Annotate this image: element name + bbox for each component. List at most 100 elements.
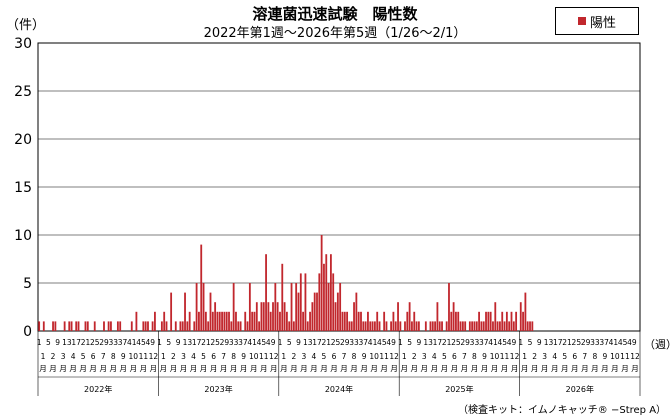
bar — [184, 292, 186, 331]
bar — [186, 321, 189, 331]
month-label: 3 — [301, 352, 306, 361]
bar — [52, 321, 54, 331]
month-suffix-label: 月 — [300, 364, 308, 373]
week-tick-label: 1 — [398, 338, 403, 347]
month-label: 6 — [91, 352, 96, 361]
month-label: 9 — [121, 352, 126, 361]
month-label: 1 — [281, 352, 286, 361]
month-label: 11 — [139, 352, 149, 361]
bar — [350, 321, 353, 331]
week-tick-label: 37 — [238, 338, 248, 347]
month-suffix-label: 月 — [541, 364, 549, 373]
bar — [501, 311, 504, 331]
month-suffix-label: 月 — [531, 364, 539, 373]
week-tick-label: 29 — [340, 338, 350, 347]
week-tick-label: 49 — [507, 338, 517, 347]
bar — [464, 321, 467, 331]
week-tick-label: 21 — [81, 338, 91, 347]
bar — [211, 311, 214, 331]
bar — [255, 302, 258, 331]
week-tick-label: 13 — [544, 338, 554, 347]
week-tick-label: 17 — [312, 338, 322, 347]
week-tick-label: 29 — [220, 338, 230, 347]
week-tick-label: 9 — [416, 338, 421, 347]
bar — [510, 311, 513, 331]
bar — [207, 321, 210, 331]
month-suffix-label: 月 — [340, 364, 348, 373]
month-label: 8 — [111, 352, 116, 361]
bar — [267, 302, 270, 331]
week-tick-label: 33 — [470, 338, 480, 347]
bar — [413, 311, 416, 331]
week-tick-label: 9 — [176, 338, 181, 347]
bar — [452, 302, 455, 331]
month-suffix-label: 月 — [350, 364, 358, 373]
bar — [251, 311, 254, 331]
bar — [239, 321, 242, 331]
week-tick-label: 33 — [108, 338, 118, 347]
bar — [376, 311, 379, 331]
month-label: 2 — [532, 352, 537, 361]
week-tick-label: 49 — [266, 338, 276, 347]
month-suffix-label: 月 — [210, 364, 218, 373]
bar — [457, 311, 460, 331]
bar — [244, 311, 247, 331]
bar — [68, 321, 71, 331]
bar — [130, 321, 133, 331]
bar — [336, 292, 339, 331]
bar — [459, 321, 462, 331]
y-tick-label: 0 — [23, 324, 32, 340]
bar — [397, 302, 399, 331]
month-label: 9 — [241, 352, 246, 361]
month-suffix-label: 月 — [250, 364, 258, 373]
week-tick-label: 41 — [127, 338, 137, 347]
bar — [165, 321, 168, 331]
month-label: 3 — [181, 352, 186, 361]
bar — [63, 321, 66, 331]
week-tick-label: 1 — [278, 338, 283, 347]
week-tick-label: 25 — [331, 338, 341, 347]
month-suffix-label: 月 — [491, 364, 499, 373]
y-tick-label: 5 — [23, 276, 32, 292]
month-label: 7 — [221, 352, 226, 361]
month-label: 2 — [412, 352, 417, 361]
month-label: 5 — [562, 352, 567, 361]
week-tick-label: 37 — [359, 338, 369, 347]
month-suffix-label: 月 — [170, 364, 178, 373]
month-suffix-label: 月 — [160, 364, 168, 373]
month-label: 7 — [101, 352, 106, 361]
bar — [394, 321, 397, 331]
month-label: 6 — [572, 352, 577, 361]
bar — [216, 311, 219, 331]
month-label: 4 — [432, 352, 437, 361]
month-suffix-label: 月 — [380, 364, 388, 373]
bar — [482, 321, 485, 331]
month-label: 6 — [211, 352, 216, 361]
bar — [42, 321, 45, 331]
month-label: 7 — [342, 352, 347, 361]
bar — [188, 311, 191, 331]
week-tick-label: 9 — [55, 338, 60, 347]
month-label: 7 — [462, 352, 467, 361]
bar — [316, 292, 318, 331]
week-tick-label: 45 — [257, 338, 267, 347]
month-suffix-label: 月 — [571, 364, 579, 373]
week-tick-label: 21 — [442, 338, 452, 347]
month-suffix-label: 月 — [400, 364, 408, 373]
month-label: 8 — [231, 352, 236, 361]
bar — [325, 254, 328, 331]
bar — [193, 321, 196, 331]
bar — [327, 283, 330, 331]
month-label: 2 — [291, 352, 296, 361]
y-axis-unit-label: （件） — [6, 18, 46, 33]
month-label: 7 — [582, 352, 587, 361]
bar — [519, 302, 522, 331]
month-suffix-label: 月 — [270, 364, 278, 373]
bar — [75, 321, 78, 331]
week-tick-label: 1 — [157, 338, 162, 347]
bar — [306, 321, 309, 331]
month-suffix-label: 月 — [501, 364, 509, 373]
month-suffix-label: 月 — [59, 364, 67, 373]
week-tick-label: 13 — [303, 338, 313, 347]
